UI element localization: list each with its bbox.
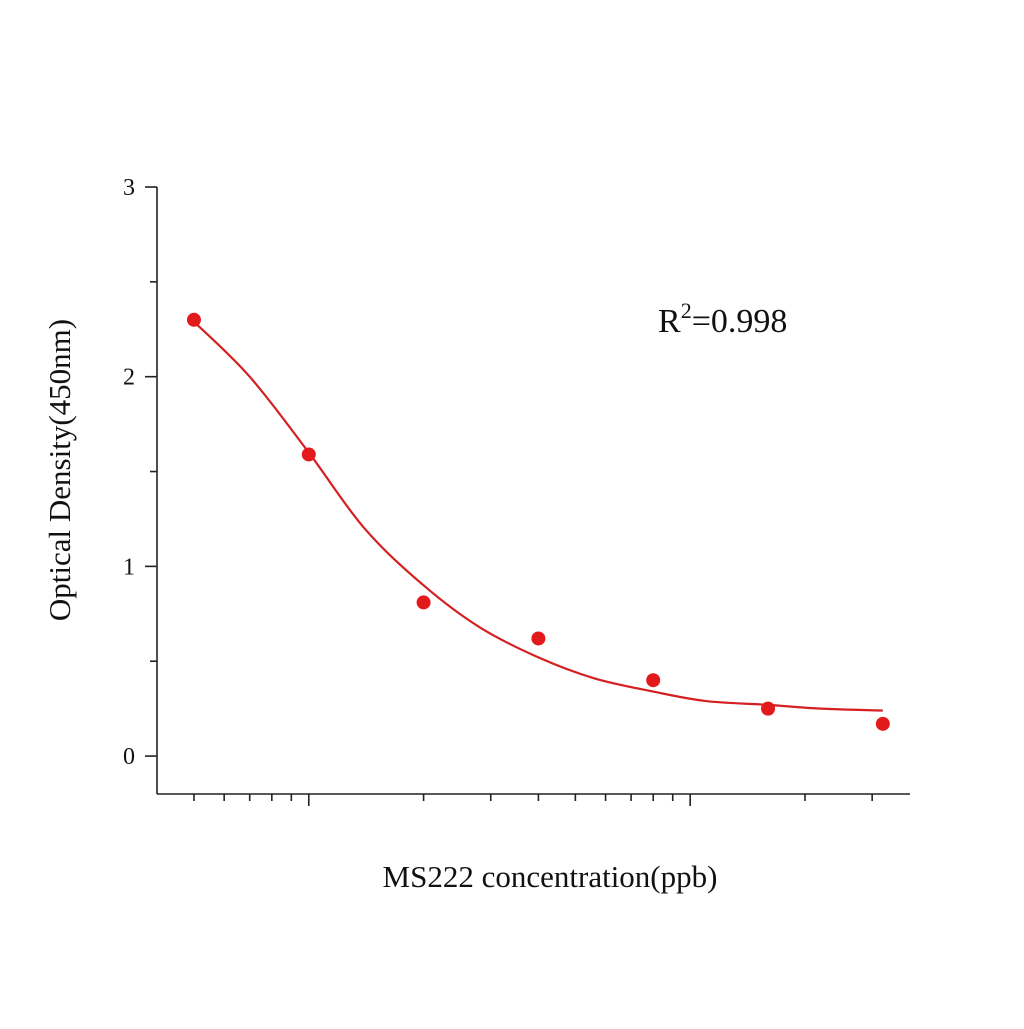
data-point xyxy=(875,716,890,731)
y-tick-label: 3 xyxy=(123,175,135,201)
data-point xyxy=(646,673,661,688)
y-axis-label: Optical Density(450nm) xyxy=(42,319,77,621)
data-point xyxy=(416,595,431,610)
data-point xyxy=(301,447,316,462)
y-tick-label: 2 xyxy=(123,365,135,391)
r-value: =0.998 xyxy=(692,303,788,340)
r-base: R xyxy=(658,303,681,340)
data-point xyxy=(531,631,546,646)
r-squared: R2=0.998 xyxy=(658,298,787,340)
fit-curve xyxy=(193,320,883,712)
data-point xyxy=(761,701,776,716)
x-axis-label: MS222 concentration(ppb) xyxy=(383,859,718,894)
r-sup: 2 xyxy=(681,298,692,323)
y-tick-label: 0 xyxy=(123,744,135,770)
y-tick-label: 1 xyxy=(123,554,135,580)
data-point xyxy=(186,312,201,327)
